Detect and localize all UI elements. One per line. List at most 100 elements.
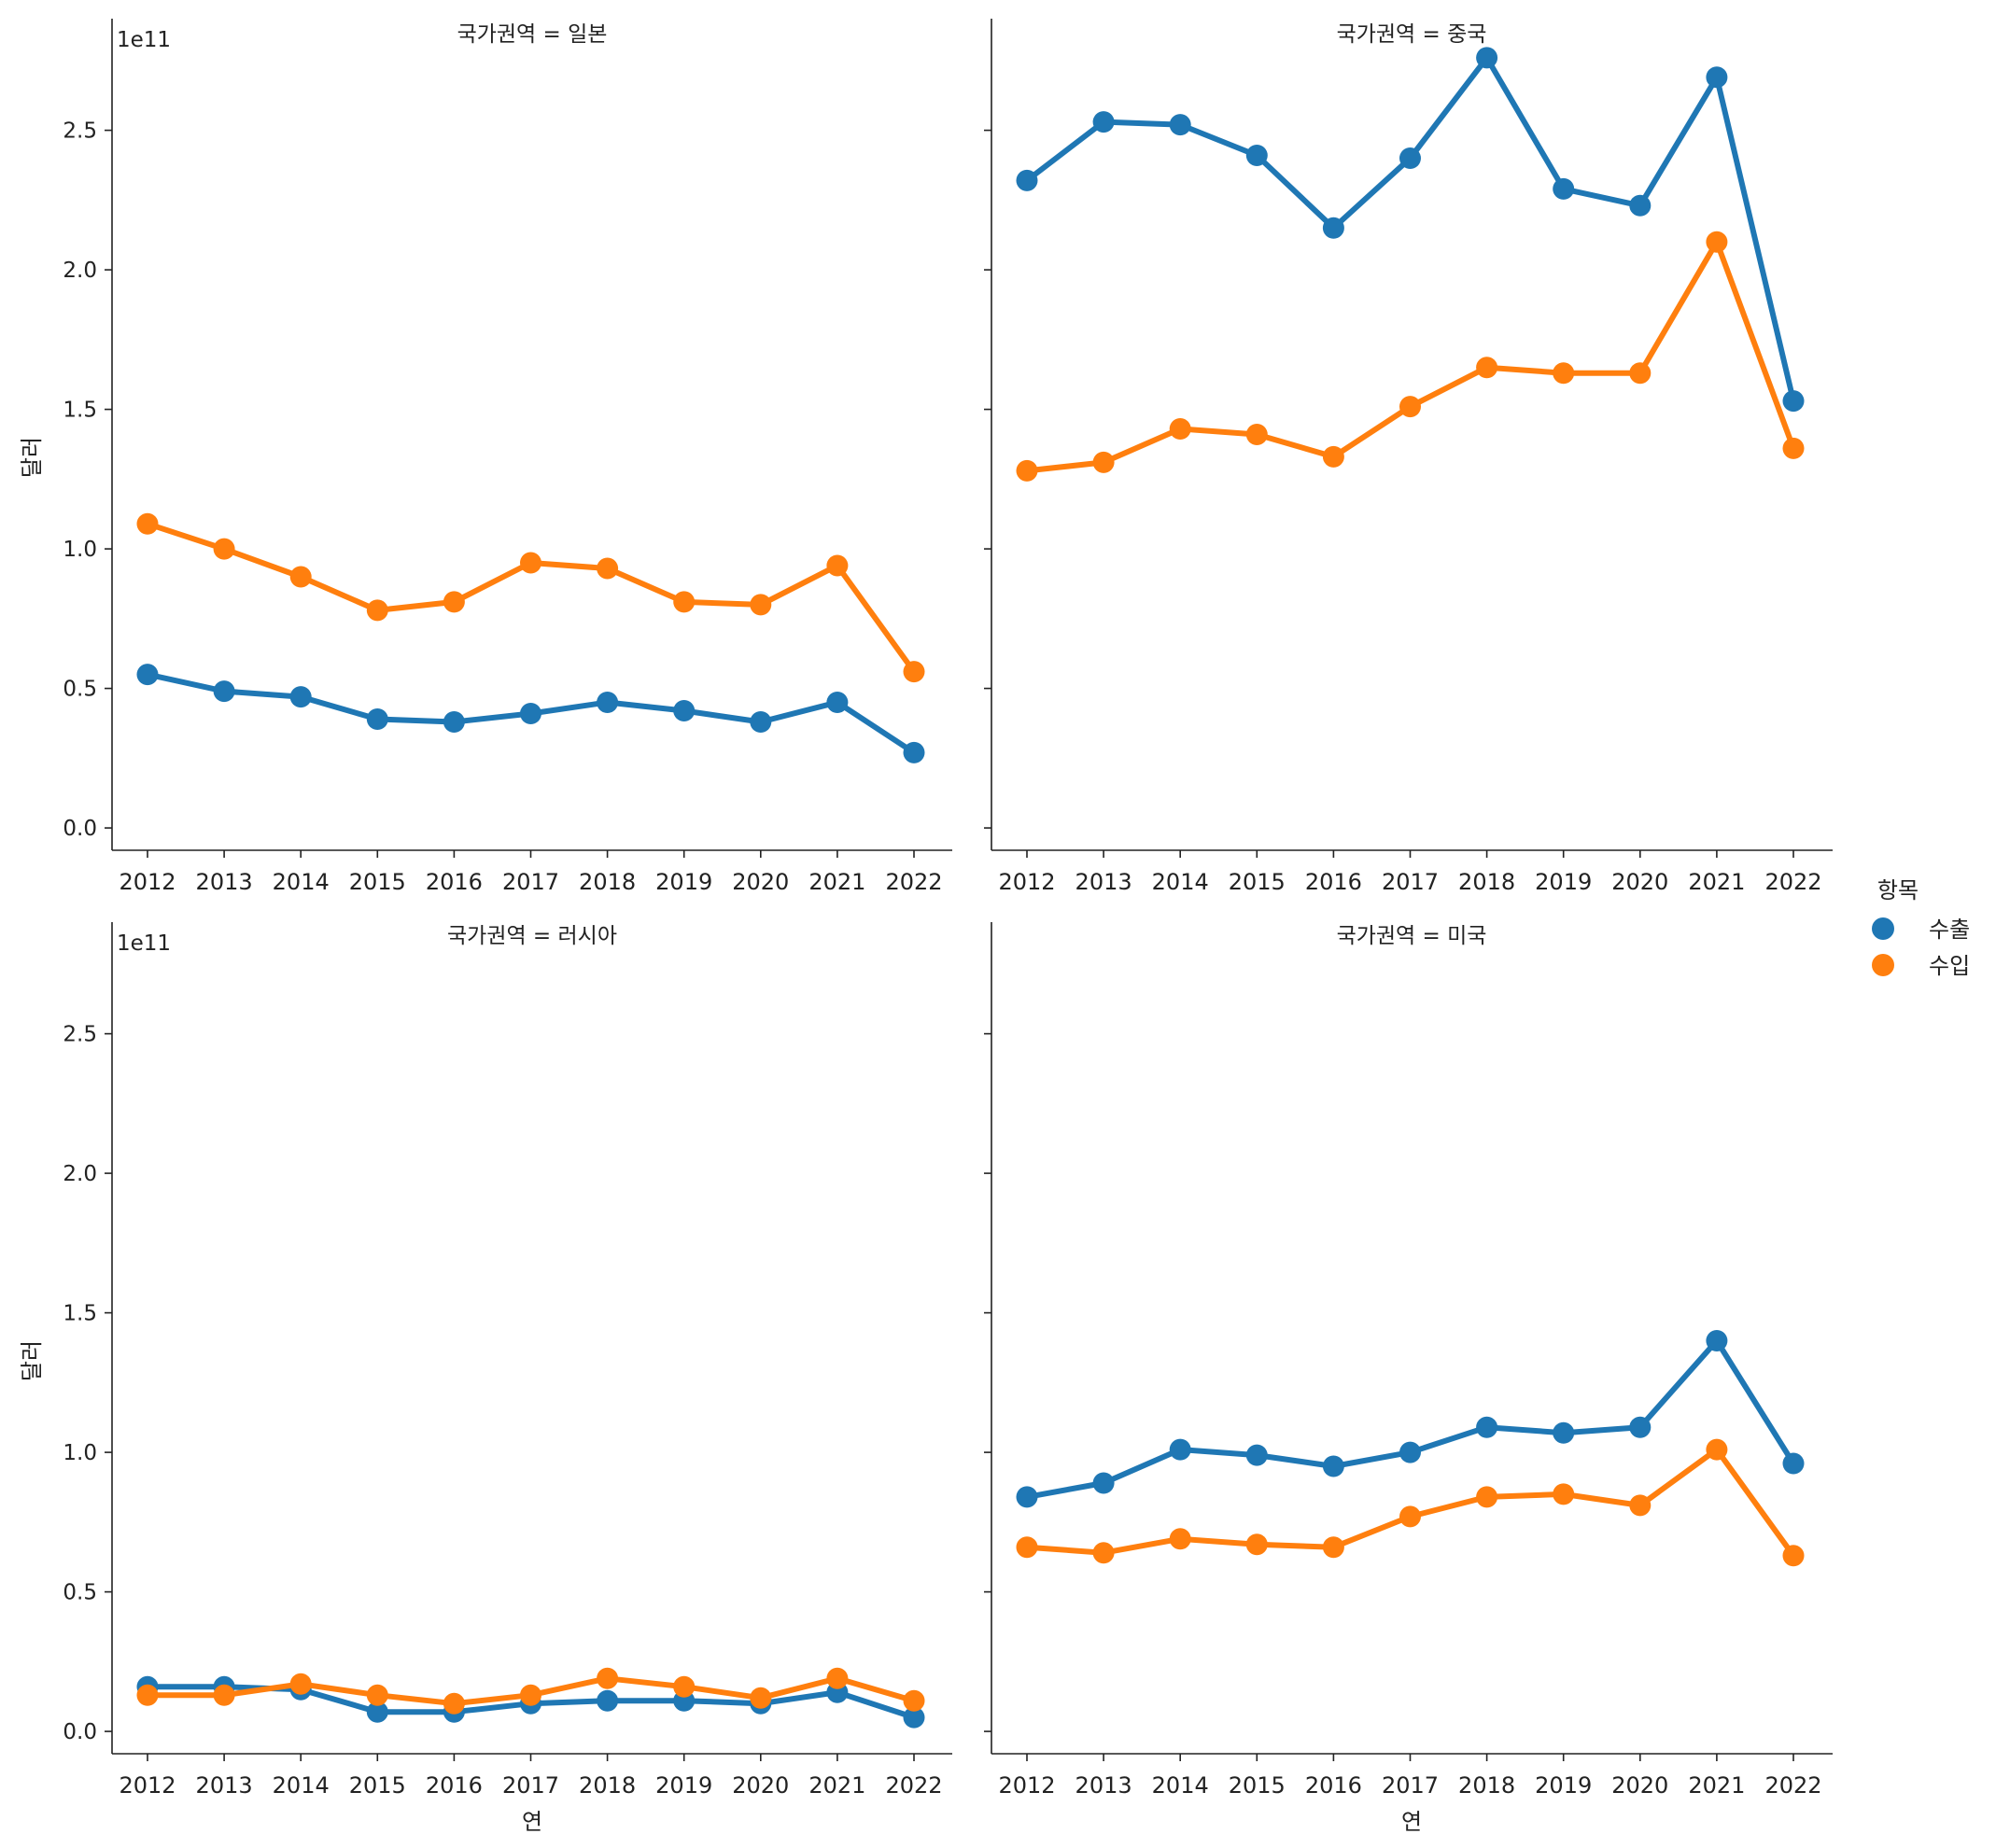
x-tick-label: 2013	[196, 869, 253, 895]
data-point-export	[1629, 1416, 1652, 1438]
data-point-import	[443, 1692, 465, 1715]
x-tick-label: 2013	[1075, 869, 1132, 895]
data-point-export	[213, 680, 235, 703]
data-point-export	[1629, 194, 1652, 217]
series-line-export	[1024, 1337, 1796, 1500]
data-point-import	[1245, 424, 1268, 445]
data-point-export	[1782, 1452, 1805, 1475]
x-tick-label: 2015	[349, 869, 406, 895]
x-tick-label: 2021	[808, 869, 865, 895]
data-point-export	[1092, 1472, 1115, 1494]
data-point-import	[213, 538, 235, 560]
data-point-import	[1553, 1483, 1575, 1505]
y-axis-label: 달러	[19, 437, 45, 478]
data-point-import	[520, 1684, 541, 1706]
data-point-import	[289, 566, 312, 588]
x-tick-label: 2018	[1458, 1772, 1515, 1799]
data-point-import	[1322, 1536, 1344, 1559]
y-tick-label: 0.0	[63, 1720, 97, 1744]
x-tick-label: 2022	[1764, 1772, 1821, 1799]
data-point-export	[1782, 390, 1805, 413]
data-point-export	[826, 692, 849, 713]
legend: 항목 수출 수입	[1872, 877, 1970, 979]
y-tick-label: 0.0	[63, 817, 97, 841]
x-tick-label: 2014	[1152, 869, 1209, 895]
data-point-import	[826, 1667, 849, 1689]
data-point-export	[443, 711, 465, 733]
y-tick-label: 0.5	[63, 1581, 97, 1605]
data-point-export	[366, 708, 388, 730]
data-point-export	[1169, 114, 1191, 136]
scale-label: 1e11	[117, 931, 171, 956]
data-point-export	[1399, 147, 1421, 169]
y-tick-label: 1.5	[63, 399, 97, 423]
x-tick-label: 2020	[1611, 1772, 1668, 1799]
data-point-import	[1476, 1486, 1498, 1508]
data-point-import	[903, 661, 925, 683]
data-point-import	[136, 512, 159, 535]
legend-label-import: 수입	[1929, 953, 1970, 979]
data-point-import	[1016, 1536, 1038, 1559]
data-point-import	[1016, 459, 1038, 482]
x-tick-label: 2018	[579, 1772, 636, 1799]
legend-marker-import	[1872, 954, 1894, 976]
x-tick-label: 2019	[1535, 1772, 1592, 1799]
x-tick-label: 2017	[1382, 1772, 1439, 1799]
x-tick-label: 2015	[1229, 1772, 1286, 1799]
x-tick-label: 2020	[1611, 869, 1668, 895]
data-point-import	[597, 557, 619, 580]
data-point-export	[1016, 169, 1038, 191]
data-point-import	[1169, 1528, 1191, 1550]
data-point-import	[903, 1689, 925, 1712]
panel-japan: 국가권역 = 일본 1e11 달러 0.0 0.5 1.0 1.5 2.0 2.5 2012…	[19, 19, 952, 895]
x-tick-label: 2012	[119, 869, 176, 895]
data-point-import	[1553, 362, 1575, 385]
data-point-import	[136, 1684, 159, 1706]
data-point-import	[366, 599, 388, 622]
panel-title: 국가권역 = 일본	[457, 22, 608, 47]
data-point-export	[289, 686, 312, 708]
data-point-export	[1245, 1444, 1268, 1466]
x-tick-label: 2019	[1535, 869, 1592, 895]
x-tick-label: 2022	[885, 869, 942, 895]
data-point-export	[597, 1689, 619, 1712]
x-axis-label: 연	[1401, 1809, 1422, 1835]
y-tick-label: 2.5	[63, 1023, 97, 1047]
panel-usa: 국가권역 = 미국 연 2012 2013 2014 2015 2016 2017 2018…	[984, 922, 1833, 1835]
x-axis-label: 연	[522, 1809, 542, 1835]
data-point-import	[597, 1667, 619, 1689]
x-tick-label: 2016	[1305, 869, 1362, 895]
data-point-import	[826, 554, 849, 577]
y-tick-label: 1.5	[63, 1302, 97, 1326]
data-point-export	[903, 741, 925, 763]
x-tick-label: 2019	[655, 869, 712, 895]
data-point-export	[1553, 1421, 1575, 1444]
data-point-import	[1169, 418, 1191, 440]
data-point-export	[1476, 47, 1498, 69]
data-point-import	[1629, 362, 1652, 385]
x-tick-label: 2020	[732, 869, 789, 895]
x-tick-label: 2013	[196, 1772, 253, 1799]
data-point-import	[673, 591, 696, 613]
data-point-export	[1245, 145, 1268, 166]
panel-china: 국가권역 = 중국 2012 2013 2014 2015 2016 2017 2018 20…	[984, 19, 1833, 895]
x-tick-label: 2017	[1382, 869, 1439, 895]
x-tick-label: 2017	[502, 869, 559, 895]
y-tick-label: 2.5	[63, 119, 97, 144]
data-point-export	[1706, 1330, 1728, 1351]
data-point-import	[750, 1687, 772, 1709]
x-tick-label: 2020	[732, 1772, 789, 1799]
x-tick-label: 2013	[1075, 1772, 1132, 1799]
y-tick-label: 1.0	[63, 1441, 97, 1465]
series-line-import	[145, 521, 917, 675]
x-tick-label: 2012	[998, 1772, 1055, 1799]
data-point-export	[673, 700, 696, 721]
x-tick-label: 2016	[426, 1772, 483, 1799]
x-tick-label: 2014	[1152, 1772, 1209, 1799]
data-point-export	[520, 703, 541, 724]
legend-marker-export	[1872, 917, 1894, 940]
data-point-export	[1092, 111, 1115, 133]
data-point-import	[366, 1684, 388, 1706]
data-point-import	[1706, 1438, 1728, 1461]
